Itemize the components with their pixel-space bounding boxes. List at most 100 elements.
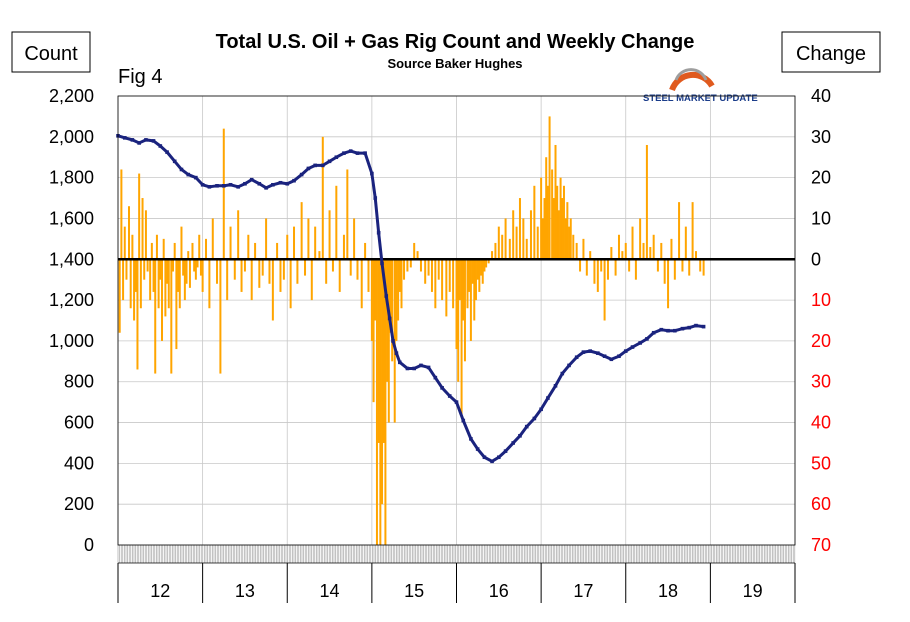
rig-count-point [645,337,649,341]
rig-count-point [560,371,565,376]
left-tick-label: 1,800 [49,168,94,188]
right-tick-label: 30 [811,372,831,392]
left-tick-label: 2,000 [49,127,94,147]
change-bar [579,259,582,272]
change-bar [673,259,676,280]
change-bar [593,259,596,284]
change-bar [508,238,511,260]
change-bar [205,238,208,260]
change-bar [162,238,165,260]
change-bar [201,259,204,292]
rig-count-point [243,181,247,186]
change-bar [546,185,549,260]
change-bar [237,210,240,260]
change-bar [403,259,406,280]
change-bar [141,198,144,260]
change-bar [391,259,394,362]
change-bar [154,259,157,374]
rig-count-point [348,149,353,153]
change-bar [250,259,253,301]
rig-count-point [200,182,205,187]
change-bar [271,259,274,321]
rig-count-point [680,326,685,331]
right-tick-label: 40 [811,86,831,106]
change-bar [398,259,401,292]
change-bar [568,226,571,260]
change-bar [397,259,400,321]
change-bar [462,259,465,321]
rig-count-point [482,455,487,460]
rig-count-point [553,384,558,388]
change-bar [296,259,299,284]
change-bar [166,259,169,284]
change-bar [122,259,125,301]
change-bar [678,202,681,260]
change-bar [155,234,158,260]
rig-count-point [306,166,311,171]
change-bar [614,259,617,276]
year-label: 13 [235,581,255,601]
change-bar [515,226,518,260]
rig-count-point [511,441,515,445]
change-bar [159,259,162,280]
rig-count-point [384,294,389,298]
count-label-box [11,31,91,73]
rig-count-point [394,351,399,355]
change-bar [386,259,389,382]
change-bar [325,259,328,284]
right-tick-label: 40 [811,413,831,433]
change-bar [512,210,515,260]
rig-count-point [278,180,283,185]
right-tick-label: 30 [811,127,831,147]
rig-count-point [370,171,374,176]
change-bar [434,259,437,309]
rig-count-point [503,449,508,453]
change-bar [120,169,123,260]
change-bar [448,259,451,292]
change-bar [419,259,422,272]
change-bar [691,202,694,260]
change-bar [694,251,697,260]
change-bar [529,210,532,260]
change-bar [639,218,642,260]
change-bar [525,238,528,260]
change-bar [279,259,282,292]
rig-count-point [588,349,593,353]
change-bar [458,259,461,301]
rig-count-point [497,455,501,460]
rig-count-point [144,138,148,142]
change-bar [551,169,554,260]
change-bar [188,259,191,288]
rig-count-point [292,178,296,183]
change-bar [441,259,444,301]
left-tick-label: 800 [64,372,94,392]
year-label: 16 [489,581,509,601]
change-bar [382,259,385,443]
rig-count-point [419,363,423,368]
change-bar [328,210,331,260]
change-bar [164,259,167,317]
change-bar [702,259,705,276]
rig-count-point [694,323,698,328]
rig-count-point [518,434,522,438]
change-bar [596,259,599,292]
rig-count-point [475,447,480,451]
change-bar [254,242,257,260]
rig-count-point [299,172,304,177]
change-bar [131,234,134,260]
change-bar [143,259,146,280]
rig-count-point [596,351,600,355]
change-bar [243,259,246,272]
change-bar [125,259,128,280]
change-bar [387,259,390,423]
rig-count-point [630,345,635,349]
rig-count-point [334,155,339,160]
left-tick-label: 600 [64,413,94,433]
change-bar [173,242,176,260]
rig-count-point [363,151,367,155]
left-axis-ticks: 0 200 400 600 800 1,000 1,200 1,400 1,600 1,800 2,… [49,86,94,555]
change-bar [191,242,194,260]
rig-count-point [659,327,664,332]
change-bar [667,259,670,309]
